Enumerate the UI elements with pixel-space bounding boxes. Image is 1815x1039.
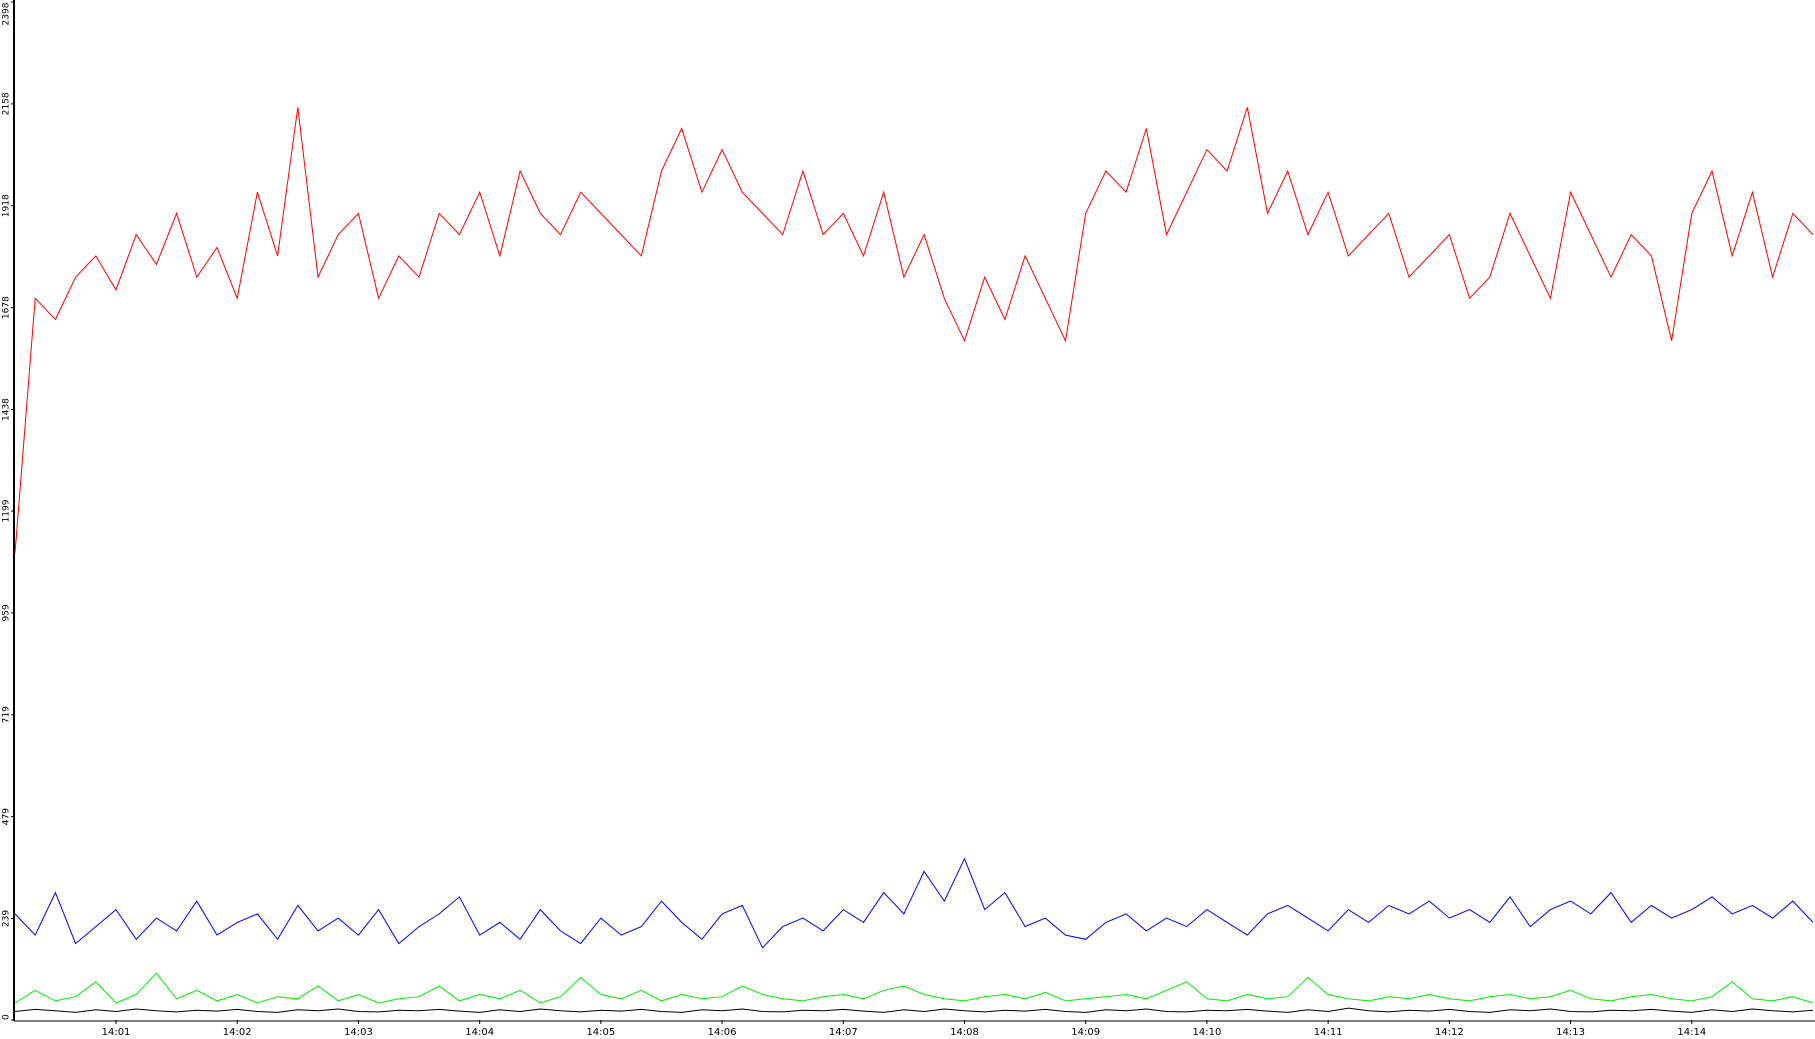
y-tick-label: 1678 bbox=[2, 296, 12, 319]
x-tick-label: 14:05 bbox=[586, 1027, 615, 1038]
x-tick-label: 14:03 bbox=[344, 1027, 373, 1038]
x-tick-label: 14:01 bbox=[102, 1027, 131, 1038]
x-tick-label: 14:08 bbox=[950, 1027, 979, 1038]
series-line bbox=[14, 972, 1814, 1004]
x-tick-label: 14:11 bbox=[1314, 1027, 1343, 1038]
y-tick-label: 1918 bbox=[2, 194, 12, 217]
y-tick-label: 2158 bbox=[2, 92, 12, 115]
x-tick-label: 14:10 bbox=[1193, 1027, 1222, 1038]
y-tick-label: 959 bbox=[2, 604, 12, 621]
series-line bbox=[14, 107, 1814, 554]
x-tick-label: 14:09 bbox=[1071, 1027, 1100, 1038]
x-tick-label: 14:04 bbox=[465, 1027, 494, 1038]
series-line bbox=[14, 857, 1814, 949]
y-tick-label: 2398 bbox=[2, 2, 12, 25]
x-tick-label: 14:02 bbox=[223, 1027, 252, 1038]
y-tick-label: 239 bbox=[2, 910, 12, 927]
y-tick-label: 0 bbox=[2, 1014, 12, 1020]
x-tick-label: 14:12 bbox=[1435, 1027, 1464, 1038]
y-tick-label: 1199 bbox=[2, 499, 12, 522]
y-tick-label: 479 bbox=[2, 808, 12, 825]
y-tick-label: 719 bbox=[2, 706, 12, 723]
x-tick-label: 14:13 bbox=[1556, 1027, 1585, 1038]
x-tick-label: 14:07 bbox=[829, 1027, 858, 1038]
x-tick-label: 14:06 bbox=[708, 1027, 737, 1038]
x-tick-label: 14:14 bbox=[1677, 1027, 1706, 1038]
series-line bbox=[14, 1007, 1814, 1013]
y-tick-label: 1438 bbox=[2, 398, 12, 421]
